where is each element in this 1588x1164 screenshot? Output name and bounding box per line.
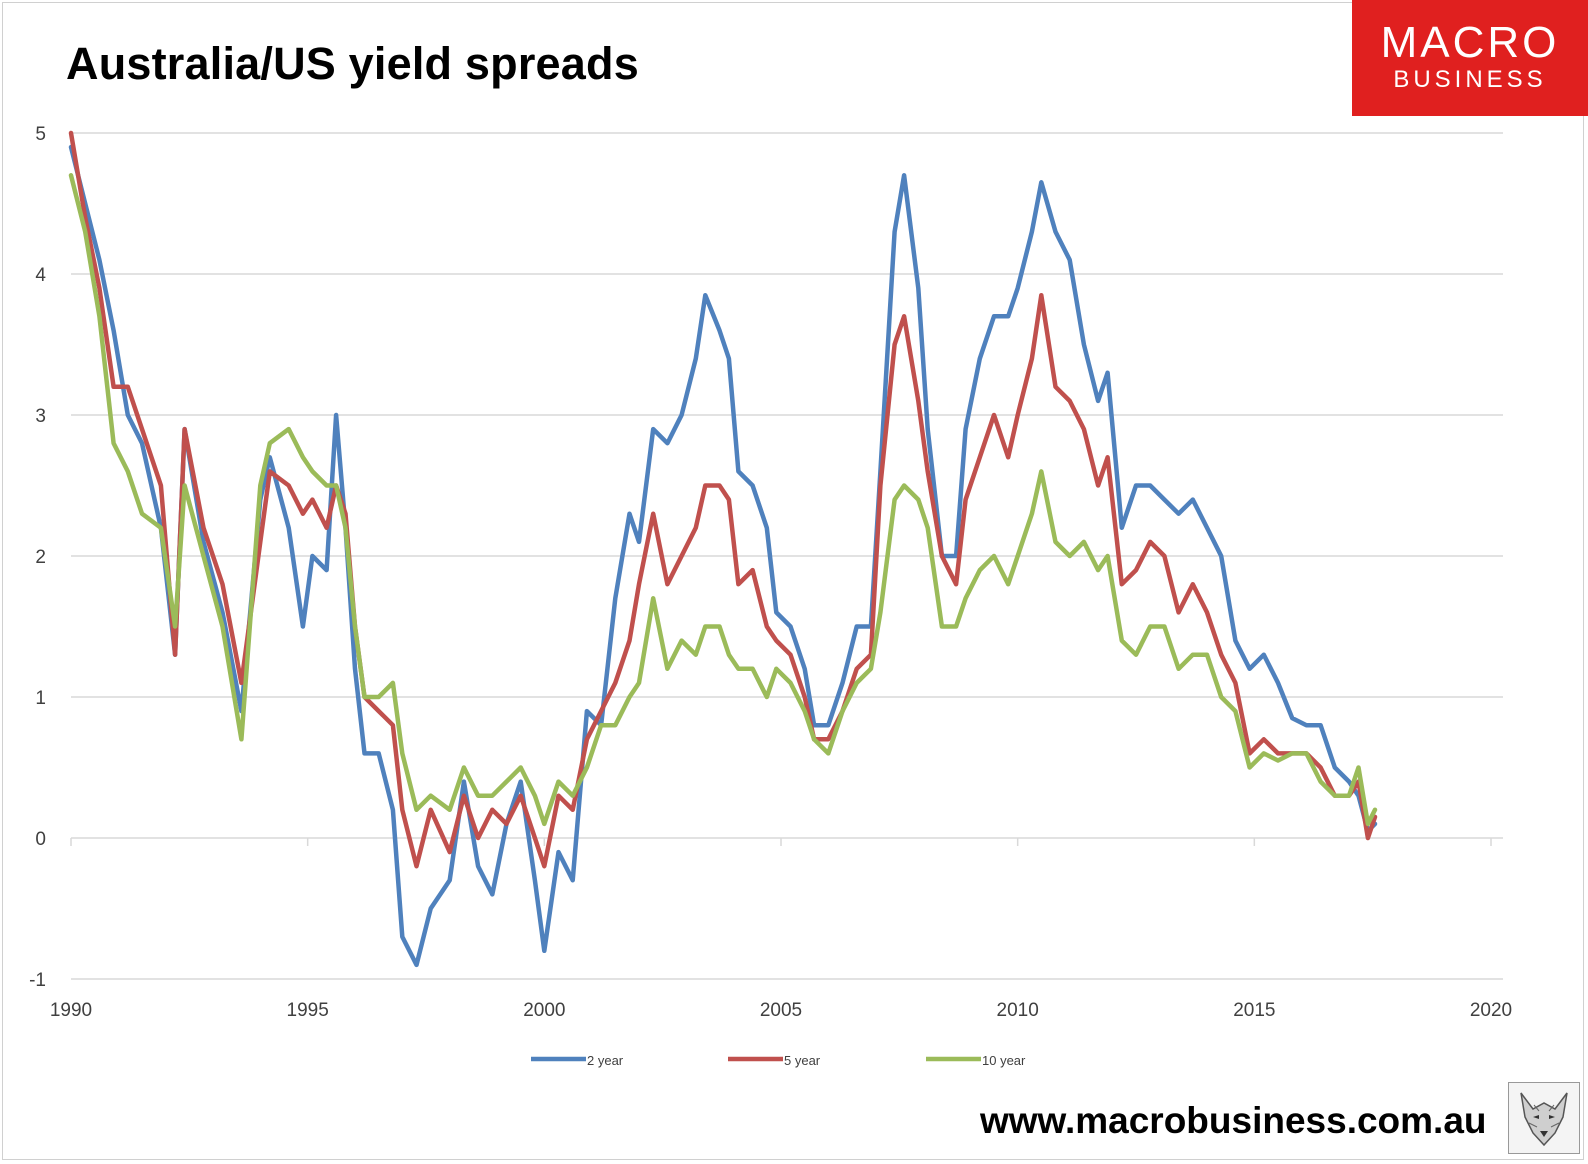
y-tick-label: 1 (35, 688, 46, 709)
x-tick-label: 2020 (1470, 1000, 1512, 1021)
y-tick-label: 4 (35, 265, 46, 286)
y-tick-label: 0 (35, 829, 46, 850)
x-tick-label: 2015 (1233, 1000, 1275, 1021)
series-line (68, 130, 1378, 869)
logo-line-1: MACRO (1380, 18, 1560, 67)
y-tick-label: 2 (35, 547, 46, 568)
macro-business-logo: MACRO BUSINESS (1352, 0, 1588, 116)
x-tick-label: 2000 (523, 1000, 565, 1021)
x-tick-label: 2005 (760, 1000, 802, 1021)
x-tick-label: 1995 (287, 1000, 329, 1021)
legend-label: 2 year (587, 1053, 624, 1068)
y-tick-label: 3 (35, 406, 46, 427)
y-tick-label: 5 (35, 124, 46, 145)
wolf-icon (1508, 1082, 1580, 1154)
grid-lines: -1 0 1 2 3 4 5 (29, 124, 1503, 991)
series-line (68, 173, 1378, 827)
legend-label: 10 year (982, 1053, 1026, 1068)
logo-line-2: BUSINESS (1393, 66, 1547, 93)
x-tick-label: 1990 (50, 1000, 92, 1021)
series-lines (68, 130, 1378, 968)
website-url[interactable]: www.macrobusiness.com.au (980, 1100, 1487, 1141)
legend: 2 year 5 year 10 year (531, 1053, 1026, 1068)
series-line (68, 144, 1378, 968)
chart-title: Australia/US yield spreads (66, 38, 639, 89)
y-tick-label: -1 (29, 970, 46, 991)
x-tick-label: 2010 (997, 1000, 1039, 1021)
legend-label: 5 year (784, 1053, 821, 1068)
axes: 1990 1995 2000 2005 2010 2015 2020 (50, 837, 1512, 1021)
